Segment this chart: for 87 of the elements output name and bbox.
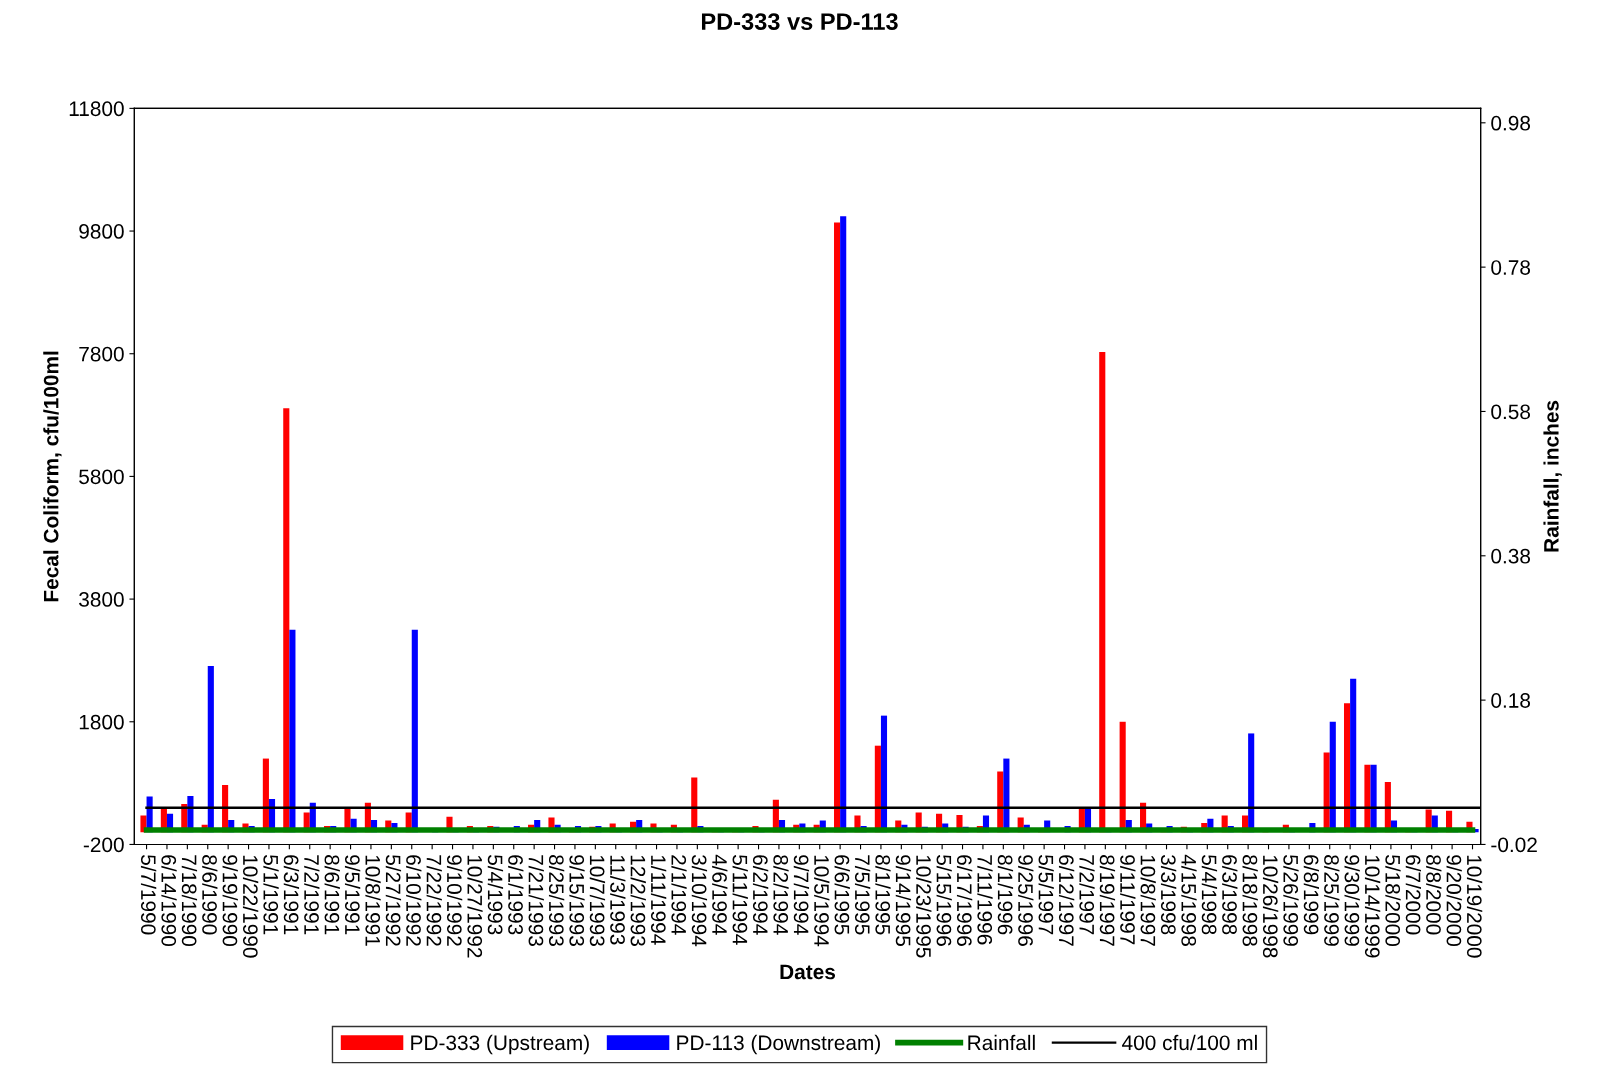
x-tick-label: 10/8/1997 (1140, 855, 1156, 946)
x-tick-label: 6/8/1999 (1303, 855, 1320, 935)
y-tick-label: -200 (83, 837, 124, 853)
y-tick-label: 3800 (79, 592, 124, 607)
x-tick-label: 9/10/1992 (446, 855, 463, 946)
x-tick-label: 6/17/1996 (956, 855, 973, 946)
x-tick-label: 8/1/1996 (997, 855, 1014, 935)
x-axis-title: Dates (780, 964, 836, 980)
y2-tick-label: 0.38 (1491, 548, 1531, 564)
x-tick-label: 7/2/1991 (304, 855, 320, 935)
x-tick-label: 6/7/2000 (1405, 855, 1422, 935)
x-tick-label: 5/5/1997 (1038, 855, 1054, 935)
x-tick-label: 5/18/2000 (1385, 855, 1401, 947)
y-tick-label: 7800 (79, 346, 124, 362)
x-tick-label: 6/14/1990 (161, 855, 177, 947)
x-tick-label: 6/1/1993 (508, 855, 524, 935)
x-tick-label: 5/4/1998 (1201, 855, 1218, 935)
x-tick-label: 11/3/1993 (610, 855, 626, 945)
x-tick-label: 5/15/1996 (936, 855, 952, 946)
x-tick-label: 6/3/1991 (283, 855, 300, 935)
x-tick-label: 5/4/1993 (487, 855, 504, 935)
x-tick-label: 9/25/1996 (1018, 855, 1034, 946)
chart-title: PD-333 vs PD-113 (701, 13, 898, 30)
legend-label: PD-333 (Upstream) (411, 1034, 589, 1055)
x-tick-label: 10/27/1992 (467, 855, 483, 958)
y2-tick-label: 0.78 (1491, 260, 1531, 275)
y2-tick-label: 0.58 (1491, 404, 1531, 420)
x-tick-label: 6/2/1994 (752, 855, 769, 935)
y2-axis-title: Rainfall, inches (1543, 400, 1562, 552)
x-tick-label: 5/7/1990 (140, 855, 157, 935)
x-tick-label: 1/11/1994 (650, 855, 667, 945)
x-tick-label: 9/30/1999 (1344, 855, 1360, 946)
x-tick-label: 8/19/1997 (1099, 855, 1116, 946)
x-tick-label: 9/20/2000 (1446, 855, 1462, 947)
x-tick-label: 9/19/1990 (222, 855, 238, 947)
x-tick-label: 10/23/1995 (916, 855, 932, 958)
x-tick-label: 7/2/1997 (1079, 855, 1095, 935)
x-tick-label: 6/12/1997 (1058, 855, 1075, 946)
x-tick-label: 10/19/2000 (1466, 855, 1483, 958)
y-tick-label: 11800 (69, 101, 124, 117)
x-tick-label: 3/3/1998 (1160, 854, 1177, 935)
y2-tick-label: -0.02 (1491, 837, 1537, 853)
y-axis-title: Fecal Coliform, cfu/100ml (43, 351, 62, 602)
x-tick-label: 9/5/1991 (344, 855, 361, 935)
x-tick-label: 7/18/1990 (181, 855, 198, 947)
y-tick-label: 1800 (79, 714, 124, 730)
x-tick-label: 5/26/1999 (1283, 855, 1299, 946)
x-tick-label: 9/15/1993 (569, 855, 585, 946)
x-tick-label: 8/6/1990 (202, 855, 218, 935)
y-tick-label: 9800 (79, 224, 124, 239)
x-tick-label: 7/5/1995 (854, 855, 871, 935)
y2-tick-label: 0.18 (1491, 693, 1531, 708)
x-tick-label: 10/7/1993 (589, 855, 606, 946)
x-tick-label: 7/21/1993 (528, 855, 544, 946)
y-tick-label: 5800 (79, 469, 124, 485)
x-tick-label: 8/2/1994 (773, 855, 789, 935)
x-tick-label: 9/7/1994 (793, 855, 810, 935)
legend-label: Rainfall (968, 1034, 1035, 1051)
legend-label: 400 cfu/100 ml (1122, 1034, 1257, 1051)
x-tick-label: 10/14/1999 (1364, 855, 1381, 958)
x-tick-label: 8/8/2000 (1426, 855, 1442, 935)
x-tick-label: 7/22/1992 (426, 855, 442, 946)
x-tick-label: 5/1/1991 (263, 855, 279, 935)
x-tick-label: 8/18/1998 (1242, 855, 1258, 946)
x-tick-label: 10/26/1998 (1262, 855, 1279, 958)
x-tick-label: 12/2/1993 (630, 855, 646, 946)
x-tick-label: 8/6/1991 (324, 855, 340, 935)
x-tick-label: 9/14/1995 (895, 855, 912, 946)
legend-label: PD-113 (Downstream) (677, 1034, 880, 1055)
x-tick-label: 6/6/1995 (834, 855, 850, 935)
x-tick-label: 2/1/1994 (671, 855, 687, 935)
x-tick-label: 8/25/1993 (548, 855, 565, 946)
x-tick-label: 4/15/1998 (1181, 854, 1197, 946)
x-tick-label: 10/5/1994 (814, 855, 830, 947)
x-tick-label: 10/22/1990 (242, 855, 259, 958)
x-tick-label: 5/11/1994 (732, 855, 748, 945)
x-tick-label: 9/11/1997 (1120, 855, 1136, 945)
x-tick-label: 7/11/1996 (977, 855, 993, 945)
x-tick-label: 5/27/1992 (385, 855, 402, 946)
x-tick-label: 4/6/1994 (712, 854, 728, 935)
x-tick-label: 3/10/1994 (691, 854, 708, 947)
x-tick-label: 8/1/1995 (875, 855, 891, 935)
x-tick-label: 10/8/1991 (365, 855, 381, 946)
y2-tick-label: 0.98 (1491, 115, 1531, 131)
x-tick-label: 8/25/1999 (1324, 855, 1340, 946)
x-tick-label: 6/3/1998 (1222, 855, 1238, 935)
x-tick-label: 6/10/1992 (406, 855, 422, 946)
